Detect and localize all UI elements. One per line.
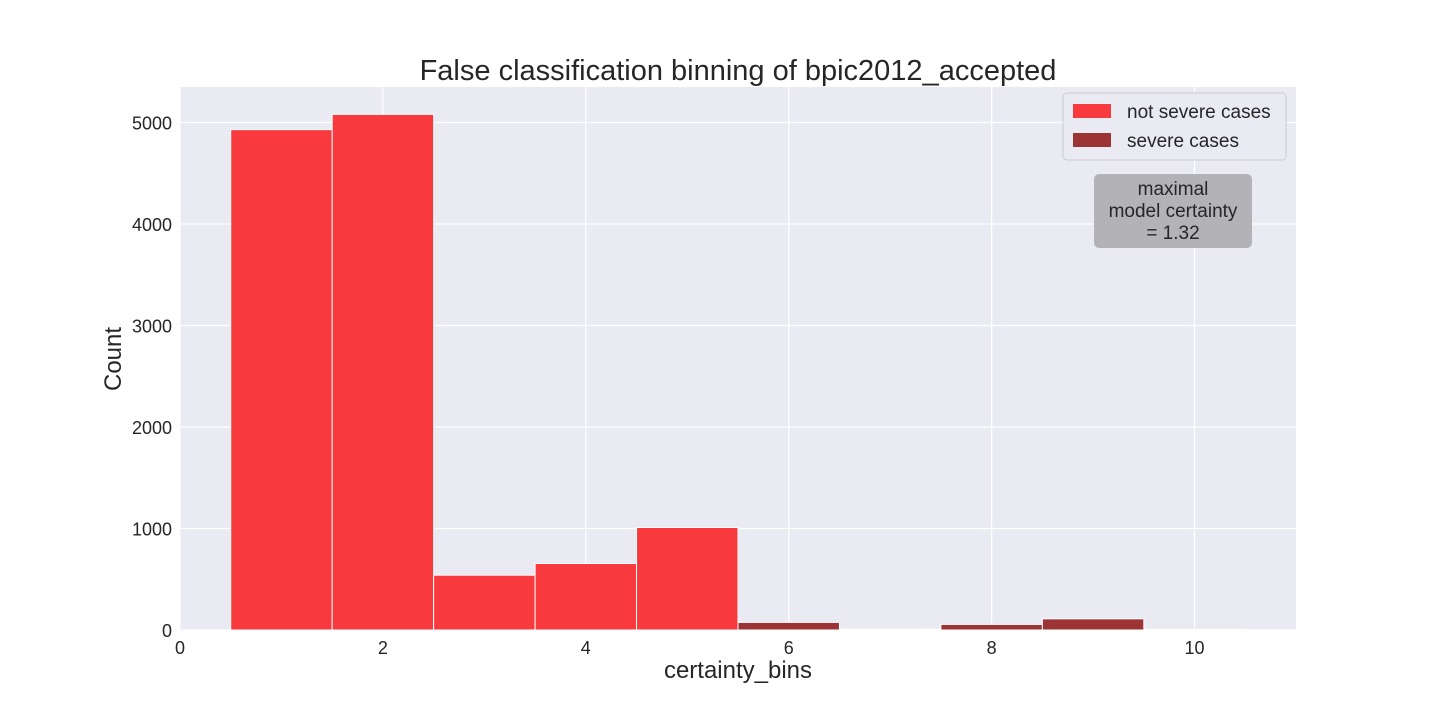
x-tick-label: 2 <box>378 638 388 658</box>
y-tick-label: 2000 <box>132 418 172 438</box>
bar-not-severe <box>636 526 739 631</box>
y-tick-label: 5000 <box>132 114 172 134</box>
legend-label-severe: severe cases <box>1127 131 1239 152</box>
legend-label-not-severe: not severe cases <box>1127 102 1271 123</box>
bar-not-severe <box>230 129 333 631</box>
annotation-box: maximal model certainty = 1.32 <box>1094 174 1252 248</box>
y-tick-label: 1000 <box>132 520 172 540</box>
bar-not-severe <box>534 563 638 631</box>
legend-swatch-not-severe <box>1073 104 1111 118</box>
y-tick-label: 0 <box>162 621 172 641</box>
x-axis-label: certainty_bins <box>664 657 812 684</box>
x-tick-label: 6 <box>784 638 794 658</box>
bar-not-severe <box>331 113 435 631</box>
y-tick-label: 3000 <box>132 317 172 337</box>
x-tick-label: 4 <box>581 638 591 658</box>
x-tick-label: 10 <box>1185 638 1205 658</box>
annotation-line-2: model certainty <box>1109 201 1238 222</box>
legend: not severe cases severe cases <box>1062 92 1287 161</box>
chart-title: False classification binning of bpic2012… <box>420 55 1057 87</box>
annotation-line-3: = 1.32 <box>1146 223 1199 244</box>
annotation-line-1: maximal <box>1138 179 1209 200</box>
x-tick-label: 0 <box>175 638 185 658</box>
bar-severe <box>940 623 1043 631</box>
tick-labels: 0 2 4 6 8 10 0 1000 2000 3000 4000 5000 <box>132 114 1205 658</box>
x-tick-label: 8 <box>987 638 997 658</box>
legend-swatch-severe <box>1073 133 1111 147</box>
bars <box>230 113 1246 631</box>
y-axis-label: Count <box>100 327 127 391</box>
y-tick-label: 4000 <box>132 215 172 235</box>
bar-severe <box>1143 628 1246 631</box>
bar-severe <box>1041 618 1145 631</box>
annotation-background <box>1094 174 1252 248</box>
bar-not-severe <box>433 574 536 631</box>
bar-severe <box>838 628 942 631</box>
legend-frame <box>1062 92 1287 161</box>
bar-severe <box>737 621 840 631</box>
